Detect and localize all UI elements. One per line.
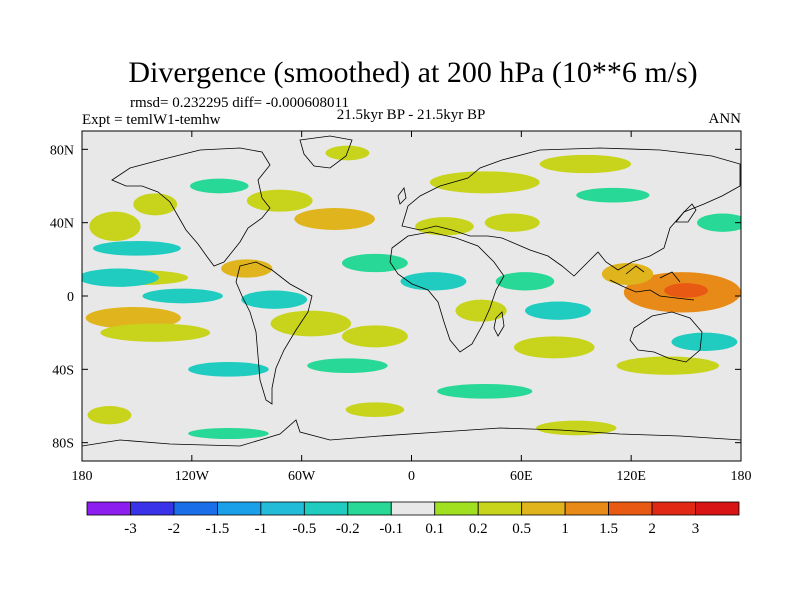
field-region-southern-ocean-pacific (87, 406, 132, 425)
field-region-antarctic-trough (188, 428, 269, 439)
colorbar-label: -0.5 (292, 521, 316, 537)
field-region-south-pacific-convergence (85, 307, 181, 329)
europe-asia-outline (401, 147, 741, 277)
colorbar-label: 1 (561, 521, 569, 537)
colorbar-label: -1 (255, 521, 268, 537)
colorbar-swatch (695, 501, 740, 516)
madagascar-outline (493, 311, 505, 337)
indonesia-outline (609, 265, 695, 301)
x-tick-label: 60E (510, 469, 533, 484)
field-region-east-africa (455, 299, 507, 322)
colorbar-label: 0.2 (469, 521, 488, 537)
field-region-south-china-sea (601, 263, 654, 285)
field-region-south-atlantic-trough (307, 358, 388, 373)
colorbar-label: -3 (124, 521, 137, 537)
africa-outline (389, 231, 505, 353)
colorbar-label: -0.1 (379, 521, 403, 537)
colorbar-swatch (86, 501, 131, 516)
colorbar-label: -2 (168, 521, 181, 537)
stats-text: rmsd= 0.232295 diff= -0.000608011 (130, 95, 349, 111)
field-region-tasman-trough (671, 332, 738, 352)
japan-outline (675, 203, 697, 223)
chart-title: Divergence (smoothed) at 200 hPa (10**6 … (128, 56, 697, 89)
south-america-outline (235, 261, 313, 405)
field-region-north-atlantic-trough (341, 253, 408, 273)
field-region-north-america-west (133, 193, 178, 216)
period-text: 21.5kyr BP - 21.5kyr BP (337, 107, 486, 123)
y-tick-label: 40N (50, 217, 74, 232)
colorbar-swatch (347, 501, 392, 516)
colorbar-label: 0.5 (512, 521, 531, 537)
field-region-north-america-trough (190, 178, 249, 194)
colorbar: -3 -2 -1.5 -1 -0.5 -0.2 -0.1 0.1 0.2 0.5 1 1.5 2 3 (86, 501, 740, 537)
field-region-south-america (270, 310, 352, 337)
x-tick-label: 120W (175, 469, 210, 484)
field-region-south-pacific-trough (188, 362, 269, 377)
colorbar-swatch (173, 501, 218, 516)
x-tick-label: 0 (408, 469, 415, 484)
colorbar-label: 2 (648, 521, 656, 537)
colorbar-swatch (608, 501, 653, 516)
colorbar-swatch (434, 501, 479, 516)
field-region-mid-pacific-band (92, 241, 181, 256)
colorbar-swatch (303, 501, 349, 516)
colorbar-label: -0.2 (336, 521, 360, 537)
x-tick-label: 180 (731, 469, 752, 484)
field-region-south-atlantic (341, 325, 408, 348)
colorbar-swatch (651, 501, 696, 516)
colorbar-swatch (477, 501, 523, 516)
field-region-europe-russia (429, 171, 540, 194)
y-axis-ticks: 80N 40N 0 40S 80S (50, 143, 741, 452)
field-region-north-america-east (246, 189, 313, 212)
field-region-indian-ocean-south (514, 336, 595, 359)
colorbar-label: -1.5 (206, 521, 230, 537)
y-tick-label: 80N (50, 143, 74, 158)
field-region-central-america (221, 259, 273, 278)
field-region-southern-ocean-trough (437, 384, 533, 399)
experiment-text: Expt = temlW1-temhw (82, 112, 221, 128)
coastlines (82, 135, 741, 447)
field-region-north-pacific-west (89, 211, 141, 241)
field-region-siberia-trough (576, 187, 650, 203)
field-region-caribbean-trough (241, 290, 308, 309)
field-region-north-atlantic (294, 208, 375, 230)
north-america-outline (111, 147, 271, 267)
y-tick-label: 40S (52, 363, 74, 378)
x-tick-label: 60W (288, 469, 316, 484)
uk-outline (397, 187, 407, 205)
field-region-africa-trough (400, 272, 467, 291)
field-region-antarctic-coast (535, 420, 617, 436)
field-region-west-pacific-core (664, 283, 709, 298)
field-region-arabian-sea-trough (495, 272, 555, 291)
field-region-east-pacific-trough (142, 288, 223, 304)
colorbar-label: 0.1 (425, 521, 444, 537)
colorbar-swatch (130, 501, 175, 516)
field-region-north-pacific-high (697, 213, 741, 232)
field-region-north-pacific-trough (82, 268, 159, 287)
field-region-australia-south (616, 356, 720, 375)
colorbar-label: 3 (692, 521, 700, 537)
field-region-middle-east (484, 213, 540, 232)
australia-outline (629, 311, 703, 363)
field-region-south-pacific-band (100, 323, 211, 342)
colorbar-swatch (390, 501, 436, 516)
field-region-mediterranean (415, 217, 474, 236)
x-tick-label: 180 (72, 469, 93, 484)
season-label: ANN (709, 111, 742, 127)
x-axis-ticks: 180 120W 60W 0 60E 120E 180 (72, 131, 752, 484)
colorbar-label: 1.5 (599, 521, 618, 537)
colorbar-swatch (260, 501, 305, 516)
colorbar-swatch (521, 501, 566, 516)
colorbar-swatch (216, 501, 262, 516)
antarctica-outline (82, 419, 741, 447)
greenland-outline (299, 135, 353, 169)
colorbar-swatch (564, 501, 610, 516)
field-region-arctic-asia (539, 154, 632, 174)
y-tick-label: 0 (67, 290, 74, 305)
y-tick-label: 80S (52, 437, 74, 452)
field-region-southern-ocean-atlantic (345, 402, 405, 417)
field-region-indian-ocean-trough (524, 301, 591, 320)
x-tick-label: 120E (616, 469, 646, 484)
